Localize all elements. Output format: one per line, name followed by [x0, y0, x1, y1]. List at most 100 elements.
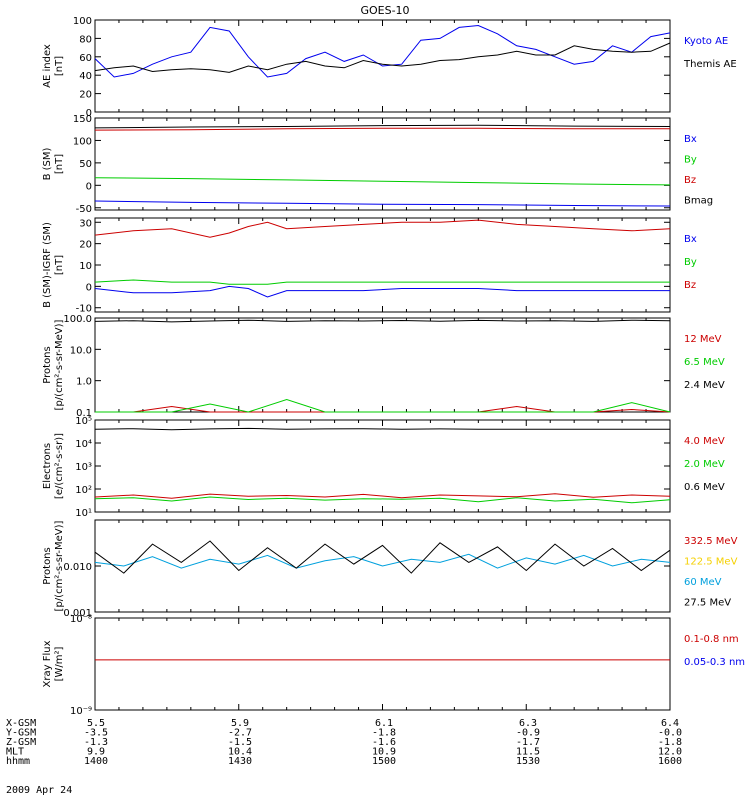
orbit-value: -1.8	[372, 728, 396, 739]
orbit-value: 6.1	[375, 718, 393, 729]
y-tick-label: 10³	[75, 462, 92, 473]
series-line	[94, 42, 671, 73]
orbit-value: 10.9	[372, 747, 396, 758]
legend-entry: 2.0 MeV	[684, 459, 725, 470]
y-tick-label: 100	[73, 16, 92, 27]
legend-entry: Themis AE	[683, 59, 737, 70]
y-tick-label: 100	[73, 136, 92, 147]
series-line	[94, 177, 671, 186]
orbit-value: 11.5	[516, 747, 540, 758]
y-tick-label: 10	[79, 261, 92, 272]
y-tick-label: 20	[79, 90, 92, 101]
legend-entry: 332.5 MeV	[684, 536, 738, 547]
y-axis-label: Protons	[42, 547, 53, 584]
series-line	[94, 124, 671, 129]
y-tick-label: 0.010	[63, 562, 92, 573]
orbit-table: X-GSM 5.5 5.9 6.1 6.3 6.4Y-GSM -3.5 -2.7 -1.8 -0.…	[6, 718, 682, 767]
legend-entry: Bz	[684, 280, 696, 291]
y-tick-label: 10⁻⁸	[70, 614, 92, 625]
y-tick-label: 0	[86, 181, 92, 192]
y-tick-label: 30	[79, 218, 92, 229]
y-tick-label: 100.0	[63, 314, 92, 325]
legend-entry: 0.1-0.8 nm	[684, 634, 739, 645]
panel-bfield: -50 0 50 100 150 B (SM) [nT] Bx By Bz Bmag	[42, 114, 713, 215]
y-tick-label: 10.0	[70, 345, 92, 356]
panel-frame	[94, 317, 671, 413]
orbit-value: 1400	[84, 756, 108, 767]
y-axis-units: [nT]	[54, 255, 65, 275]
orbit-value: 12.0	[658, 747, 682, 758]
panel-frame	[94, 117, 671, 211]
legend-entry: 2.4 MeV	[684, 380, 725, 391]
plot-title: GOES-10	[360, 4, 409, 17]
y-axis-units: [e/(cm²-s-sr)]	[54, 433, 65, 499]
y-axis-label: B (SM)-IGRF (SM)	[42, 222, 53, 308]
series-line	[94, 540, 671, 574]
orbit-value: -1.3	[84, 737, 108, 748]
y-axis-units: [p/(cm²-s-sr-MeV)]	[54, 319, 65, 410]
orbit-row-label: hhmm	[6, 756, 30, 767]
orbit-value: 1530	[516, 756, 540, 767]
orbit-value: 1430	[228, 756, 252, 767]
y-tick-label: -50	[76, 204, 92, 215]
series-line	[94, 24, 671, 78]
legend-entry: 4.0 MeV	[684, 436, 725, 447]
y-tick-label: 10⁻⁹	[70, 706, 92, 717]
y-tick-label: 0.1	[76, 408, 92, 419]
y-axis-units: [p/(cm²-s-sr-MeV)]	[54, 520, 65, 611]
y-axis-label: B (SM)	[42, 147, 53, 180]
y-tick-label: 10⁴	[75, 439, 92, 450]
orbit-value: -1.5	[228, 737, 252, 748]
panel-protons_hi: 0.1 1.0 10.0 100.0 Protons [p/(cm²-s-sr-MeV)]…	[42, 314, 725, 419]
orbit-value: 6.4	[661, 718, 679, 729]
series-line	[94, 496, 671, 504]
orbit-value: -0.9	[516, 728, 540, 739]
y-axis-label: Electrons	[42, 443, 53, 489]
y-axis-units: [W/m²]	[54, 646, 65, 681]
y-tick-label: 50	[79, 159, 92, 170]
legend-entry: 27.5 MeV	[684, 598, 731, 609]
panel-frame	[94, 419, 671, 513]
series-line	[94, 319, 671, 323]
y-tick-label: 10¹	[75, 508, 92, 519]
legend-entry: 0.05-0.3 nm	[684, 657, 745, 668]
orbit-row-label: Z-GSM	[6, 737, 36, 748]
orbit-value: -0.0	[658, 728, 682, 739]
orbit-value: -2.7	[228, 728, 252, 739]
y-tick-label: 60	[79, 53, 92, 64]
y-tick-label: 20	[79, 240, 92, 251]
legend-entry: Bz	[684, 175, 696, 186]
series-line	[94, 200, 671, 207]
orbit-value: 9.9	[87, 747, 105, 758]
legend-entry: 12 MeV	[684, 334, 722, 345]
panel-ae: 0 20 40 60 80 100 AE index [nT] Kyoto AE Themis A…	[42, 16, 737, 119]
orbit-value: -1.8	[658, 737, 682, 748]
y-axis-label: Xray Flux	[42, 640, 53, 687]
y-axis-units: [nT]	[54, 154, 65, 174]
legend-entry: Bx	[684, 134, 697, 145]
legend-entry: 122.5 MeV	[684, 557, 738, 568]
series-line	[94, 127, 670, 131]
y-tick-label: 40	[79, 71, 92, 82]
panel-protons_lo: 0.001 0.010 Protons [p/(cm²-s-sr-MeV)] 332.5…	[42, 519, 738, 619]
orbit-value: -1.7	[516, 737, 540, 748]
orbit-value: -3.5	[84, 728, 108, 739]
panel-bminusigrf: -10 0 10 20 30 B (SM)-IGRF (SM) [nT] Bx By Bz	[42, 217, 697, 315]
orbit-row-label: Y-GSM	[6, 728, 36, 739]
y-axis-label: AE index	[42, 44, 53, 88]
y-tick-label: 0.001	[63, 608, 92, 619]
legend-entry: Bmag	[684, 196, 713, 207]
y-tick-label: 10²	[75, 485, 92, 496]
y-axis-units: [nT]	[54, 56, 65, 76]
series-line	[94, 279, 670, 285]
y-tick-label: 0	[86, 282, 92, 293]
legend-entry: 6.5 MeV	[684, 357, 725, 368]
panel-xray: 10⁻⁹ 10⁻⁸ Xray Flux [W/m²] 0.1-0.8 nm 0.05-0.…	[42, 614, 745, 717]
y-tick-label: 150	[73, 114, 92, 125]
panel-frame	[94, 617, 671, 711]
date-label: 2009 Apr 24	[6, 785, 72, 796]
orbit-value: 5.9	[231, 718, 249, 729]
